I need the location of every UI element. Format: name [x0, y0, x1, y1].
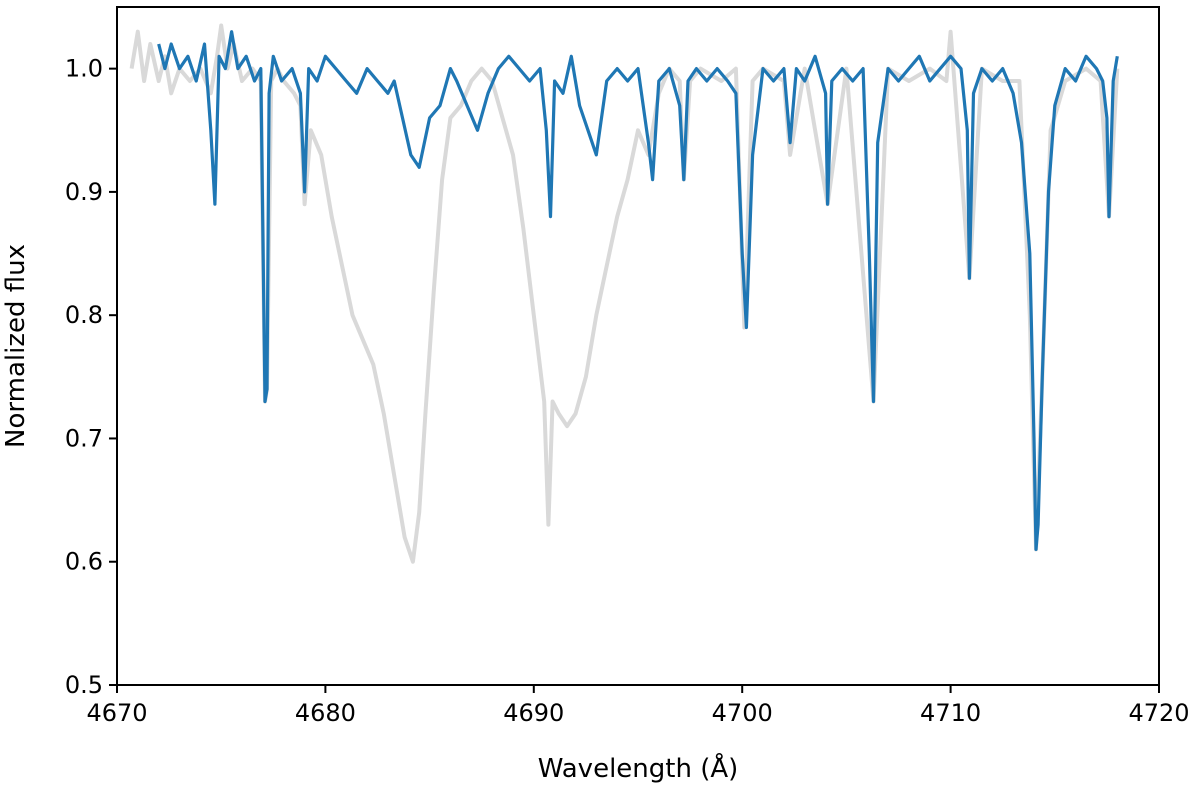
y-tick-label: 1.0: [65, 55, 103, 83]
y-tick-label: 0.8: [65, 301, 103, 329]
y-axis-label: Normalized flux: [1, 244, 31, 448]
x-tick-label: 4710: [920, 699, 981, 727]
x-axis-ticks: 4670 4680 4690 4700 4710 4720: [86, 685, 1190, 727]
spectrum-series-1: [129, 23, 1120, 564]
y-tick-label: 0.7: [65, 424, 103, 452]
x-tick-label: 4690: [503, 699, 564, 727]
x-tick-label: 4680: [295, 699, 356, 727]
x-tick-label: 4700: [712, 699, 773, 727]
x-axis-label: Wavelength (Å): [538, 752, 739, 784]
y-tick-label: 0.9: [65, 178, 103, 206]
plot-lines: [129, 23, 1120, 564]
y-tick-label: 0.5: [65, 671, 103, 699]
plot-frame: [116, 6, 1160, 686]
y-axis-ticks: 0.5 0.6 0.7 0.8 0.9 1.0: [65, 55, 117, 699]
spectrum-series-2: [157, 30, 1119, 552]
y-tick-label: 0.6: [65, 548, 103, 576]
x-tick-label: 4670: [86, 699, 147, 727]
x-tick-label: 4720: [1128, 699, 1189, 727]
